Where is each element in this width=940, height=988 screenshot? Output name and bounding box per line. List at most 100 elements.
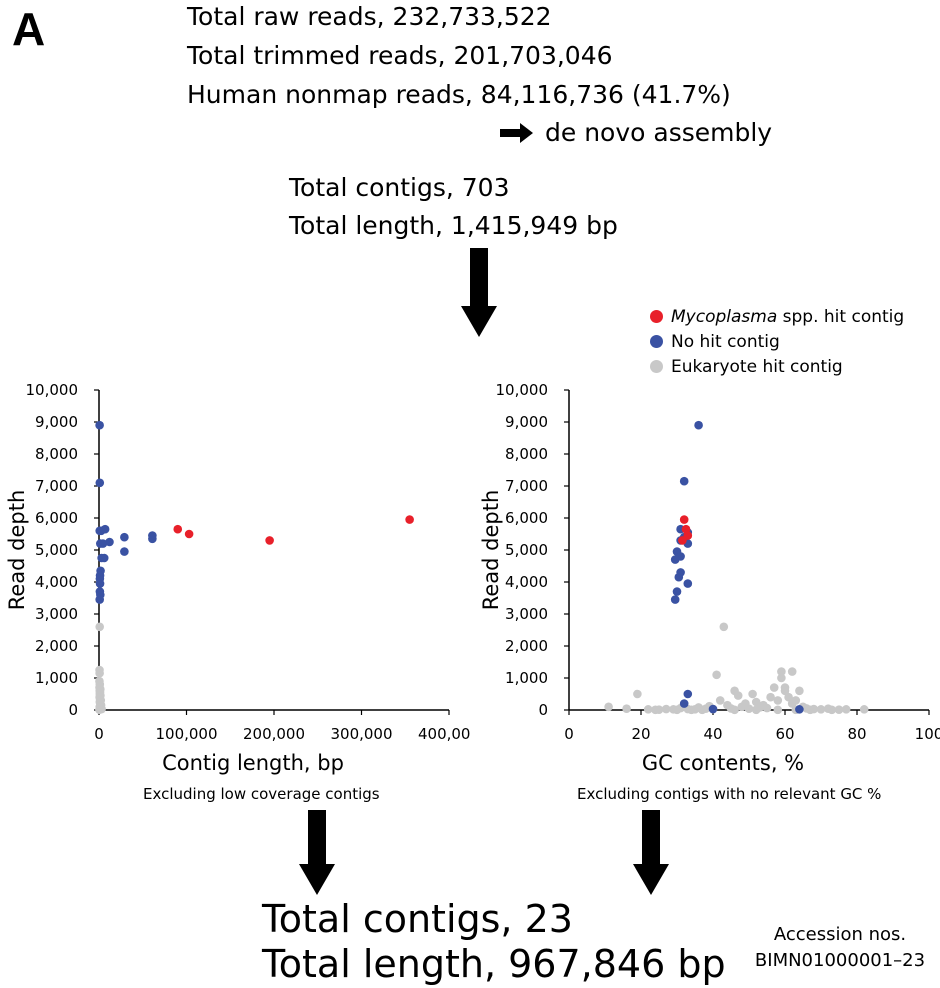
total-length-text: Total length, 1,415,949 bp [289, 211, 618, 240]
legend-eukaryote: Eukaryote hit contig [650, 357, 843, 377]
x-tick-label: 100 [915, 725, 940, 743]
legend-mycoplasma-marker [650, 310, 663, 323]
data-point [184, 529, 194, 539]
data-point [672, 705, 682, 715]
y-tick-label: 10,000 [496, 381, 549, 399]
legend-mycoplasma-genus: Mycoplasma [671, 307, 778, 327]
assembly-text: de novo assembly [545, 118, 773, 147]
filter-note-left: Excluding low coverage contigs [143, 785, 380, 803]
down-arrow-icon [299, 810, 335, 895]
data-point [748, 689, 757, 699]
y-tick-label: 5,000 [505, 541, 548, 559]
y-tick-label: 1,000 [505, 669, 548, 687]
data-point [777, 667, 786, 676]
data-point [780, 686, 790, 696]
final-length-text: Total length, 967,846 bp [262, 942, 726, 986]
y-tick-label: 0 [538, 701, 548, 719]
x-tick-label: 40 [703, 725, 722, 743]
data-point [784, 692, 793, 702]
y-tick-label: 6,000 [505, 509, 548, 527]
data-point [651, 705, 660, 715]
y-tick-label: 9,000 [35, 413, 78, 431]
y-axis-label: Read depth [479, 490, 503, 611]
data-point [834, 705, 844, 714]
x-tick-label: 0 [94, 725, 104, 743]
data-point [730, 705, 739, 715]
axes: 0 1,000 2,000 3,000 4,000 5,000 6,000 7,000 8,00… [496, 381, 940, 743]
data-point [683, 689, 693, 699]
data-point [173, 524, 183, 534]
y-axis-label: Read depth [5, 490, 29, 611]
data-point [99, 553, 109, 563]
y-tick-label: 7,000 [35, 477, 78, 495]
data-point [604, 702, 613, 712]
data-point [98, 539, 108, 548]
nonmap-reads-text: Human nonmap reads, 84,116,736 (41.7%) [187, 80, 731, 109]
data-point [773, 705, 783, 715]
y-tick-label: 3,000 [35, 605, 78, 623]
data-point [841, 705, 851, 714]
right-arrow-icon [500, 123, 533, 143]
series-eukaryote-hit-contig [604, 622, 869, 715]
y-tick-label: 5,000 [35, 541, 78, 559]
y-tick-label: 4,000 [35, 573, 78, 591]
data-point [681, 524, 691, 534]
final-contigs-text: Total contigs, 23 [262, 897, 573, 941]
y-tick-label: 8,000 [35, 445, 78, 463]
data-point [719, 622, 729, 632]
data-point [120, 547, 129, 556]
legend-mycoplasma-rest: spp. hit contig [777, 307, 905, 327]
data-point [95, 668, 104, 678]
data-point [733, 691, 743, 700]
data-point [773, 696, 783, 705]
data-point [95, 478, 105, 488]
data-point [95, 579, 105, 588]
series-mycoplasma-spp-hit-contig [678, 515, 693, 545]
data-point [120, 532, 129, 542]
legend-mycoplasma: Mycoplasma spp. hit contig [650, 307, 904, 327]
y-tick-label: 2,000 [35, 637, 78, 655]
y-tick-label: 10,000 [26, 381, 79, 399]
data-point [708, 704, 718, 714]
y-tick-label: 2,000 [505, 637, 548, 655]
data-point [859, 705, 869, 714]
data-point [672, 587, 682, 596]
data-point [715, 696, 725, 705]
data-point [670, 555, 680, 564]
legend-eukaryote-marker [650, 360, 663, 373]
data-point [816, 705, 826, 714]
data-point [622, 704, 631, 714]
y-tick-label: 9,000 [505, 413, 548, 431]
panel-label: A [12, 3, 46, 55]
x-tick-label: 60 [775, 725, 794, 743]
legend-eukaryote-label: Eukaryote hit contig [671, 357, 843, 377]
data-point [791, 696, 801, 705]
data-point [687, 705, 696, 715]
data-point [95, 595, 104, 604]
filter-note-right: Excluding contigs with no relevant GC % [577, 785, 882, 803]
data-point [95, 420, 104, 430]
data-point [697, 705, 707, 715]
down-arrow-icon [633, 810, 669, 895]
data-point [679, 699, 689, 708]
raw-reads-text: Total raw reads, 232,733,522 [187, 2, 552, 31]
x-tick-label: 80 [847, 725, 866, 743]
x-tick-label: 400,000 [418, 725, 470, 743]
data-point [95, 705, 104, 714]
data-point [805, 705, 815, 715]
trimmed-reads-text: Total trimmed reads, 201,703,046 [187, 41, 613, 70]
x-tick-label: 20 [631, 725, 650, 743]
y-tick-label: 0 [68, 701, 78, 719]
contig-length-scatter: 0 1,000 2,000 3,000 4,000 5,000 6,000 7,000 8,00… [5, 381, 470, 775]
data-point [95, 622, 104, 632]
data-point [105, 537, 114, 547]
legend-nohit-marker [650, 335, 663, 348]
series-no-hit-contig [95, 420, 157, 604]
y-tick-label: 3,000 [505, 605, 548, 623]
data-point [683, 579, 693, 588]
series-eukaryote-hit-contig [95, 622, 106, 714]
data-point [751, 705, 761, 715]
data-point [405, 515, 414, 524]
gc-content-scatter: 0 1,000 2,000 3,000 4,000 5,000 6,000 7,000 8,00… [479, 381, 940, 775]
data-point [678, 536, 687, 545]
